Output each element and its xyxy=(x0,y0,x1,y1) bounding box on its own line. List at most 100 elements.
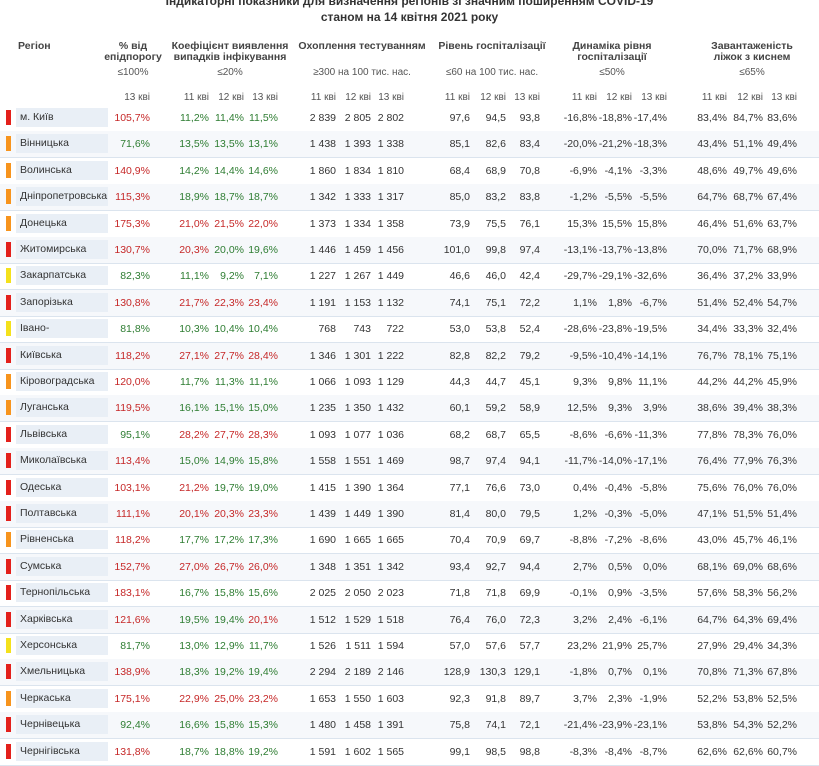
cell-value: 21,0% xyxy=(179,217,209,230)
cell-value: 1 511 xyxy=(345,640,372,652)
region-name: Волинська xyxy=(16,160,108,180)
cell-value: 1 317 xyxy=(377,191,404,204)
cell-value: 49,6% xyxy=(767,164,797,177)
cell-value: 15,3% xyxy=(248,719,278,732)
cell-value: 19,7% xyxy=(214,481,244,494)
cell-value: 52,5% xyxy=(767,692,797,705)
cell-value: 92,7 xyxy=(485,560,506,573)
cell-value: 120,0% xyxy=(114,376,150,388)
cell-value: -23,1% xyxy=(633,719,667,732)
cell-value: 22,9% xyxy=(179,692,209,705)
cell-value: -1,9% xyxy=(639,692,667,705)
cell-value: -10,4% xyxy=(598,349,632,362)
cell-value: -13,7% xyxy=(598,244,632,256)
cell-value: 25,7% xyxy=(637,640,667,652)
cell-value: 38,6% xyxy=(697,402,727,415)
cell-value: 52,2% xyxy=(767,719,797,732)
cell-value: 14,2% xyxy=(179,164,209,177)
cell-value: 34,3% xyxy=(767,640,797,652)
cell-value: 67,4% xyxy=(767,191,797,204)
cell-value: 94,5 xyxy=(485,112,506,124)
table-row: Івано-Франківська 81,8% 10,3% 10,4% 10,4% 768… xyxy=(0,316,819,344)
level-marker xyxy=(6,136,11,152)
cell-value: 1 235 xyxy=(309,402,336,415)
cell-value: 51,6% xyxy=(733,217,763,230)
level-marker xyxy=(6,215,11,231)
cell-value: -0,1% xyxy=(569,587,597,600)
cell-value: 15,0% xyxy=(179,455,209,468)
cell-value: 1 333 xyxy=(344,191,371,204)
cell-value: 1 350 xyxy=(344,402,371,415)
level-marker xyxy=(6,743,11,759)
level-marker xyxy=(6,426,11,442)
cell-value: 0,5% xyxy=(608,560,632,573)
cell-value: 36,4% xyxy=(697,270,727,283)
cell-value: 77,9% xyxy=(733,455,763,468)
cell-value: 52,2% xyxy=(697,692,727,705)
cell-value: 75,6% xyxy=(697,481,727,494)
cell-value: 76,6 xyxy=(485,481,506,494)
cell-value: 82,8 xyxy=(449,349,470,362)
cell-value: 28,2% xyxy=(179,428,209,441)
cell-value: 15,5% xyxy=(602,217,632,230)
table-row: Миколаївська 113,4% 15,0% 14,9% 15,8% 1 558 1 … xyxy=(0,448,819,476)
cell-value: 19,4% xyxy=(248,666,278,679)
level-marker xyxy=(6,453,11,469)
cell-value: 19,2% xyxy=(248,745,278,758)
cell-value: 78,1% xyxy=(733,349,763,362)
cell-value: 9,2% xyxy=(220,270,244,283)
table-row: Київська 118,2% 27,1% 27,7% 28,4% 1 346 1 301 1… xyxy=(0,342,819,370)
level-marker xyxy=(6,479,11,495)
day-header: 11 кві xyxy=(310,92,336,103)
cell-value: 29,4% xyxy=(733,640,763,652)
cell-value: -0,4% xyxy=(604,481,632,494)
cell-value: 68,9% xyxy=(767,244,797,256)
cell-value: 1 373 xyxy=(309,217,336,230)
title: Індикаторні показники для визначення рег… xyxy=(165,0,654,8)
cell-value: 52,4 xyxy=(519,323,540,336)
cell-value: 0,0% xyxy=(643,560,667,573)
cell-value: 94,1 xyxy=(519,455,540,468)
region-name: Полтавська xyxy=(16,504,108,523)
cell-value: 73,0 xyxy=(519,481,540,494)
cell-value: 64,7% xyxy=(697,191,727,204)
cell-value: 97,6 xyxy=(449,112,470,124)
cell-value: -14,0% xyxy=(598,455,632,468)
cell-value: 3,7% xyxy=(573,692,597,705)
cell-value: 38,3% xyxy=(767,402,797,415)
cell-value: 1 358 xyxy=(377,217,404,230)
cell-value: 121,6% xyxy=(114,613,150,626)
cell-value: 32,4% xyxy=(767,323,797,336)
cell-value: 2 025 xyxy=(309,587,336,600)
level-marker xyxy=(6,162,11,178)
table-row: Дніпропетровська 115,3% 18,9% 18,7% 18,7% 1 3… xyxy=(0,184,819,212)
cell-value: 46,1% xyxy=(767,534,797,547)
level-marker xyxy=(6,189,11,205)
cell-value: 1 132 xyxy=(377,296,404,309)
cell-value: 11,1% xyxy=(180,270,209,283)
cell-value: 83,8 xyxy=(519,191,540,204)
cell-value: 80,0 xyxy=(485,508,506,520)
cell-value: 105,7% xyxy=(114,112,150,124)
level-marker xyxy=(6,400,11,416)
cell-value: -0,3% xyxy=(604,508,632,520)
cell-value: 1 342 xyxy=(377,560,404,573)
cell-value: 27,1% xyxy=(179,349,209,362)
cell-value: -5,0% xyxy=(639,508,667,520)
region-name: Сумська xyxy=(16,556,108,576)
threshold: ≤65% xyxy=(739,67,765,78)
cell-value: 1,8% xyxy=(608,296,632,309)
cell-value: -1,8% xyxy=(569,666,597,679)
cell-value: 11,1% xyxy=(638,376,667,388)
cell-value: 1 432 xyxy=(377,402,404,415)
cell-value: 2 294 xyxy=(309,666,336,679)
cell-value: 89,7 xyxy=(519,692,540,705)
region-name: Луганська xyxy=(16,398,108,418)
cell-value: 1 594 xyxy=(377,640,404,652)
cell-value: 118,2% xyxy=(115,349,150,362)
cell-value: -21,2% xyxy=(598,138,632,151)
cell-value: 46,0 xyxy=(485,270,506,283)
cell-value: 19,6% xyxy=(248,244,278,256)
group-header: ліжок з киснем xyxy=(713,51,791,63)
cell-value: -16,8% xyxy=(563,112,597,124)
